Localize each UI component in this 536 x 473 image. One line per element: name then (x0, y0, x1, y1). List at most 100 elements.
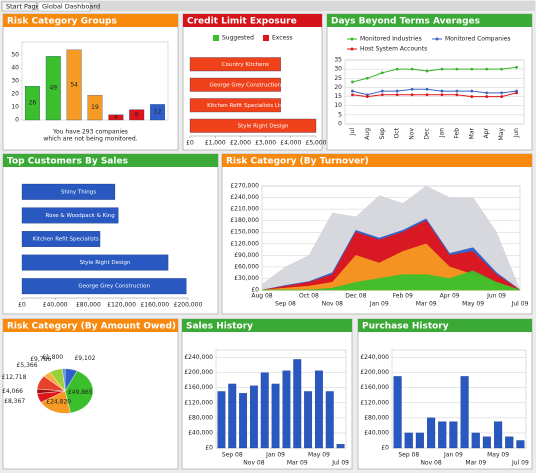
bar (239, 393, 248, 449)
plot-area (344, 59, 525, 125)
point (455, 67, 459, 71)
data-label: 12 (154, 109, 162, 116)
y-tick-label: £0 (251, 287, 259, 294)
bar (438, 421, 447, 449)
x-tick-label: £4,000 (280, 140, 301, 147)
y-tick-label: 15 (334, 93, 342, 100)
bar-label: George Grey Construction (210, 82, 282, 88)
note: which are not being monitored. (43, 136, 137, 143)
y-tick-label: 30 (11, 78, 19, 85)
bar (87, 95, 103, 121)
y-tick-label: 20 (334, 84, 342, 91)
point (425, 93, 429, 97)
legend-label: Host System Accounts (360, 46, 427, 53)
x-tick-label: £3,000 (255, 140, 276, 147)
y-tick-label: 10 (334, 102, 342, 109)
x-tick-label: May 09 (308, 452, 330, 459)
y-tick-label: £200,000 (360, 369, 389, 376)
x-tick-label: Jun (513, 128, 520, 139)
plot-area (391, 349, 527, 449)
tab-label[interactable]: Global Dashboard (42, 3, 100, 11)
point (440, 67, 444, 71)
x-tick-label: £1,000 (205, 140, 226, 147)
y-tick-label: £120,000 (360, 399, 389, 406)
panel-header (3, 14, 178, 27)
point (485, 67, 489, 71)
y-tick-label: £30,000 (234, 275, 259, 282)
line (352, 66, 517, 83)
point (351, 93, 354, 97)
tab-label[interactable]: Start Page (6, 3, 40, 11)
bar (460, 376, 469, 449)
y-tick-label: £120,000 (230, 240, 259, 247)
bar (314, 370, 323, 449)
point (500, 91, 504, 95)
x-tick-label: Mar (468, 127, 475, 139)
y-tick-label: £120,000 (184, 399, 213, 406)
x-tick-label: Jan 09 (369, 301, 389, 308)
point (410, 87, 414, 91)
panel-header (182, 319, 352, 332)
point (410, 67, 414, 71)
bar (427, 417, 436, 449)
point (380, 89, 384, 93)
x-tick-label: Apr 09 (440, 293, 460, 300)
y-tick-label: £180,000 (230, 217, 259, 224)
x-tick-label: Mar 09 (287, 460, 308, 467)
panel-header (327, 14, 532, 27)
point (500, 95, 504, 98)
bar (150, 104, 166, 121)
y-tick-label: £40,000 (188, 429, 213, 436)
x-tick-label: Aug (364, 128, 371, 140)
bar (404, 432, 413, 449)
y-tick-label: 10 (11, 104, 19, 111)
y-tick-label: 5 (338, 111, 342, 118)
point (425, 87, 429, 91)
data-label: £4,066 (2, 388, 23, 395)
x-tick-label: Jul 09 (511, 301, 529, 308)
y-tick-label: 40 (11, 65, 19, 72)
x-tick-label: Jan 09 (443, 452, 463, 459)
bar (449, 421, 458, 449)
y-tick-label: £90,000 (234, 252, 259, 259)
y-tick-label: £80,000 (188, 414, 213, 421)
bar (66, 49, 82, 121)
bar-label: Rose & Woodpack & King (45, 213, 114, 219)
x-tick-label: £0 (186, 140, 194, 147)
bar (108, 114, 124, 121)
note: You have 293 companies (52, 129, 128, 136)
bar (189, 98, 281, 113)
x-tick-label: Sep 08 (398, 452, 419, 459)
point (470, 67, 474, 71)
point (485, 91, 489, 95)
bar-label: Style Right Design (238, 123, 289, 129)
tab[interactable] (37, 1, 91, 12)
point (395, 89, 399, 93)
bar (415, 432, 424, 449)
y-tick-label: £0 (205, 445, 213, 452)
tab[interactable] (1, 1, 37, 12)
x-tick-label: Nov 08 (322, 301, 343, 308)
line (352, 88, 517, 96)
bar-label: Kitchen Refit Specialists Ltd (33, 237, 109, 243)
bar (271, 383, 280, 449)
x-tick-label: Nov 08 (243, 460, 264, 467)
x-tick-label: Oct (394, 127, 401, 138)
x-tick-label: £120,000 (107, 302, 136, 309)
y-tick-label: 50 (11, 52, 19, 59)
bar (21, 254, 169, 271)
bar (494, 421, 503, 449)
panel-title: Risk Category (By Amount Owed) (7, 322, 176, 332)
legend-swatch (263, 35, 269, 41)
panel-title: Purchase History (362, 322, 449, 332)
bar (21, 278, 187, 295)
point (485, 95, 489, 98)
bar (471, 432, 480, 449)
data-label: £49,865 (68, 389, 93, 396)
x-tick-label: Aug 08 (251, 293, 272, 300)
legend-label: Monitored Industries (360, 36, 422, 43)
data-label: 4 (114, 114, 118, 121)
point (470, 95, 474, 98)
y-tick-label: 35 (334, 57, 342, 64)
bar-label: Country Kitchens (222, 62, 269, 68)
